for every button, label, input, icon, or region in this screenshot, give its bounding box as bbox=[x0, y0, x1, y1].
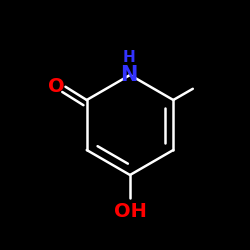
Text: OH: OH bbox=[114, 202, 146, 221]
Text: N: N bbox=[120, 65, 138, 85]
Text: H: H bbox=[122, 50, 135, 66]
Text: O: O bbox=[48, 76, 64, 96]
